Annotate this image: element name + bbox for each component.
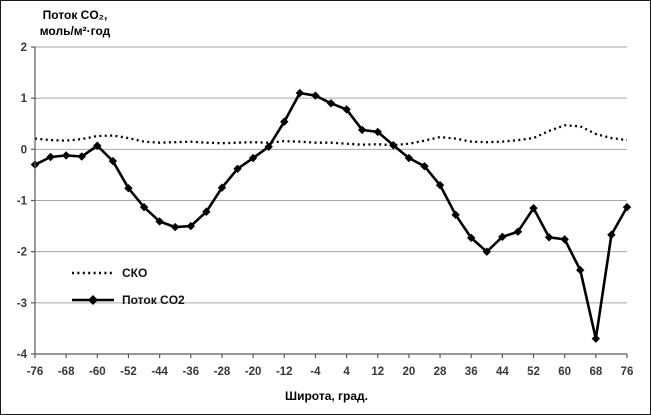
chart-legend: СКО Поток CO2 <box>71 259 191 313</box>
data-point-marker <box>77 152 86 161</box>
data-point-marker <box>280 117 289 126</box>
legend-label-sko: СКО <box>122 265 148 280</box>
x-tick-label: 68 <box>589 366 602 378</box>
data-point-marker <box>529 203 538 213</box>
x-tick-label: -44 <box>151 366 168 378</box>
y-tick-label: -1 <box>17 196 28 208</box>
sko-series-line <box>34 124 628 147</box>
x-axis-title: Широта, град. <box>285 389 368 403</box>
data-point-marker <box>544 233 554 242</box>
data-point-marker <box>326 99 336 108</box>
y-tick-label: -3 <box>17 298 27 310</box>
data-point-marker <box>404 153 414 163</box>
legend-item-sko: СКО <box>71 259 191 286</box>
data-point-marker <box>357 125 367 135</box>
x-tick-label: 52 <box>527 366 540 378</box>
data-point-marker <box>373 127 382 137</box>
data-point-marker <box>248 153 258 163</box>
x-tick-label: -76 <box>27 366 44 378</box>
legend-label-flux: Поток CO2 <box>122 292 185 307</box>
data-point-marker <box>202 207 211 216</box>
x-tick-label: -20 <box>245 366 262 378</box>
x-tick-label: -52 <box>120 366 137 378</box>
data-point-marker <box>498 232 507 242</box>
data-point-marker <box>295 88 305 98</box>
data-point-marker <box>389 141 398 150</box>
x-tick-label: 28 <box>434 366 447 378</box>
y-axis-title-line2: моль/м²·год <box>39 24 111 38</box>
x-tick-label: 4 <box>343 366 350 378</box>
data-point-marker <box>560 235 569 244</box>
y-axis-title: Поток CO₂, моль/м²·год <box>23 7 127 39</box>
data-point-marker <box>233 164 242 173</box>
solid-diamond-line-sample <box>71 293 115 307</box>
legend-item-flux: Поток CO2 <box>71 286 191 313</box>
y-tick-label: 0 <box>21 144 27 156</box>
data-point-marker <box>622 202 632 212</box>
data-point-marker <box>467 233 476 243</box>
data-point-marker <box>591 334 601 343</box>
data-point-marker <box>420 162 429 171</box>
data-point-marker <box>217 183 227 192</box>
data-point-marker <box>435 180 445 190</box>
data-point-marker <box>139 202 149 212</box>
x-tick-label: -28 <box>214 366 231 378</box>
data-point-marker <box>264 142 273 151</box>
data-point-marker <box>108 156 118 166</box>
data-point-marker <box>482 247 491 256</box>
x-tick-label: -4 <box>310 366 321 378</box>
x-tick-label: 20 <box>402 366 415 378</box>
data-point-marker <box>451 210 460 220</box>
data-point-marker <box>93 141 102 150</box>
x-tick-label: -68 <box>58 366 75 378</box>
data-point-marker <box>311 91 320 100</box>
x-tick-label: -36 <box>182 366 199 378</box>
x-tick-label: 76 <box>621 366 634 378</box>
data-point-marker <box>124 184 133 193</box>
x-tick-label: -12 <box>276 366 293 378</box>
y-tick-label: -2 <box>17 247 27 259</box>
y-tick-label: 1 <box>21 93 28 105</box>
x-tick-label: 44 <box>496 366 509 378</box>
x-tick-label: 36 <box>465 366 478 378</box>
x-tick-label: -60 <box>89 366 106 378</box>
y-tick-label: 2 <box>21 42 27 54</box>
data-point-marker <box>342 105 351 114</box>
data-point-marker <box>607 230 616 239</box>
data-point-marker <box>576 265 585 275</box>
data-point-marker <box>155 217 164 226</box>
data-point-marker <box>513 227 523 236</box>
y-axis-title-line1: Поток CO₂, <box>42 8 108 22</box>
data-point-marker <box>186 221 195 231</box>
data-point-marker <box>61 151 71 160</box>
y-tick-label: -4 <box>17 349 28 361</box>
data-point-marker <box>46 152 55 162</box>
x-tick-label: 12 <box>371 366 384 378</box>
dotted-line-sample <box>71 266 115 280</box>
data-point-marker <box>171 222 180 232</box>
x-tick-label: 60 <box>558 366 571 378</box>
